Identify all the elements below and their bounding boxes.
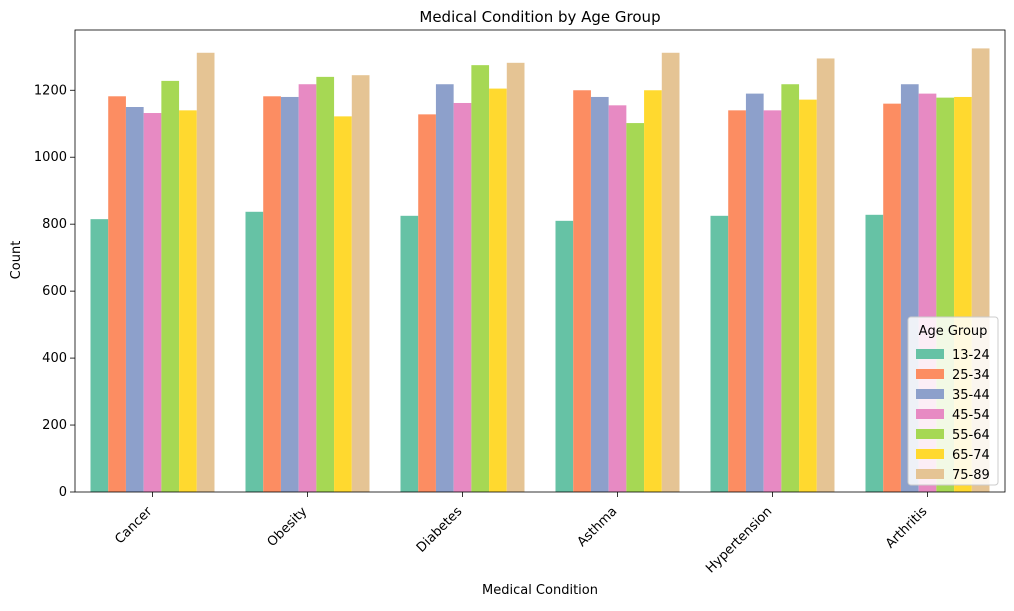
bar-obesity-13-24 bbox=[245, 211, 264, 492]
bar-diabetes-55-64 bbox=[471, 65, 490, 493]
bar-diabetes-13-24 bbox=[400, 215, 419, 492]
x-axis-label: Medical Condition bbox=[482, 583, 598, 598]
y-tick-label: 200 bbox=[42, 418, 67, 433]
bar-obesity-55-64 bbox=[316, 76, 335, 492]
legend-swatch-35-44 bbox=[916, 389, 944, 399]
bar-cancer-65-74 bbox=[179, 110, 197, 492]
bar-diabetes-25-34 bbox=[418, 114, 436, 492]
bar-cancer-13-24 bbox=[90, 219, 109, 493]
bar-hypertension-13-24 bbox=[710, 215, 729, 492]
legend-swatch-25-34 bbox=[916, 369, 944, 379]
legend-swatch-13-24 bbox=[916, 349, 944, 359]
legend-label-75-89: 75-89 bbox=[952, 468, 990, 483]
legend-swatch-75-89 bbox=[916, 469, 944, 479]
legend-label-25-34: 25-34 bbox=[952, 368, 990, 383]
plot-frame bbox=[74, 29, 1006, 493]
x-tick-label: Hypertension bbox=[703, 504, 775, 576]
y-tick-label: 0 bbox=[59, 485, 67, 500]
bar-asthma-35-44 bbox=[590, 96, 609, 493]
bar-obesity-35-44 bbox=[280, 96, 299, 493]
legend-swatch-55-64 bbox=[916, 429, 944, 439]
x-tick-label: Diabetes bbox=[414, 504, 466, 556]
bar-cancer-75-89 bbox=[196, 52, 215, 492]
bar-asthma-45-54 bbox=[608, 105, 627, 493]
legend-swatch-65-74 bbox=[916, 449, 944, 459]
legend-label-65-74: 65-74 bbox=[952, 448, 990, 463]
bar-diabetes-65-74 bbox=[489, 88, 507, 492]
bar-asthma-65-74 bbox=[644, 90, 662, 493]
x-tick-label: Arthritis bbox=[883, 504, 931, 552]
y-tick-label: 1000 bbox=[34, 150, 67, 165]
y-tick-label: 600 bbox=[42, 284, 67, 299]
y-axis-label: Count bbox=[9, 241, 24, 280]
bar-diabetes-45-54 bbox=[453, 102, 472, 492]
legend: Age Group 13-24 25-34 35-44 45-54 55-64 65-74 7… bbox=[907, 316, 999, 486]
bar-hypertension-65-74 bbox=[799, 99, 817, 493]
bar-obesity-75-89 bbox=[351, 75, 370, 493]
legend-label-55-64: 55-64 bbox=[952, 428, 990, 443]
bar-hypertension-35-44 bbox=[745, 93, 764, 492]
x-tick-label: Obesity bbox=[265, 504, 311, 550]
bar-hypertension-45-54 bbox=[763, 110, 782, 492]
bar-arthritis-25-34 bbox=[883, 103, 901, 493]
y-tick-label: 800 bbox=[42, 217, 67, 232]
x-tick-label: Asthma bbox=[575, 504, 621, 550]
bar-hypertension-55-64 bbox=[781, 84, 800, 493]
bar-obesity-45-54 bbox=[298, 84, 317, 493]
bar-arthritis-13-24 bbox=[865, 214, 884, 493]
legend-label-13-24: 13-24 bbox=[952, 348, 990, 363]
legend-swatch-45-54 bbox=[916, 409, 944, 419]
bar-cancer-25-34 bbox=[108, 96, 126, 492]
bars-layer bbox=[90, 48, 990, 493]
bar-obesity-25-34 bbox=[263, 96, 281, 492]
bar-asthma-13-24 bbox=[555, 220, 574, 492]
bar-cancer-35-44 bbox=[125, 107, 144, 492]
bar-hypertension-25-34 bbox=[728, 110, 746, 492]
bar-cancer-45-54 bbox=[143, 113, 162, 492]
legend-label-45-54: 45-54 bbox=[952, 408, 990, 423]
bar-diabetes-35-44 bbox=[435, 84, 454, 493]
legend-label-35-44: 35-44 bbox=[952, 388, 990, 403]
x-tick-label: Cancer bbox=[112, 504, 155, 547]
bar-asthma-75-89 bbox=[661, 52, 680, 492]
bar-cancer-55-64 bbox=[161, 80, 180, 492]
bar-asthma-25-34 bbox=[573, 90, 591, 493]
legend-title: Age Group bbox=[919, 324, 988, 339]
bar-hypertension-75-89 bbox=[816, 58, 835, 493]
y-tick-label: 400 bbox=[42, 351, 67, 366]
bar-obesity-65-74 bbox=[334, 116, 352, 493]
bar-asthma-55-64 bbox=[626, 123, 645, 492]
y-tick-label: 1200 bbox=[34, 83, 67, 98]
chart-title: Medical Condition by Age Group bbox=[419, 8, 660, 26]
bar-diabetes-75-89 bbox=[506, 62, 525, 493]
